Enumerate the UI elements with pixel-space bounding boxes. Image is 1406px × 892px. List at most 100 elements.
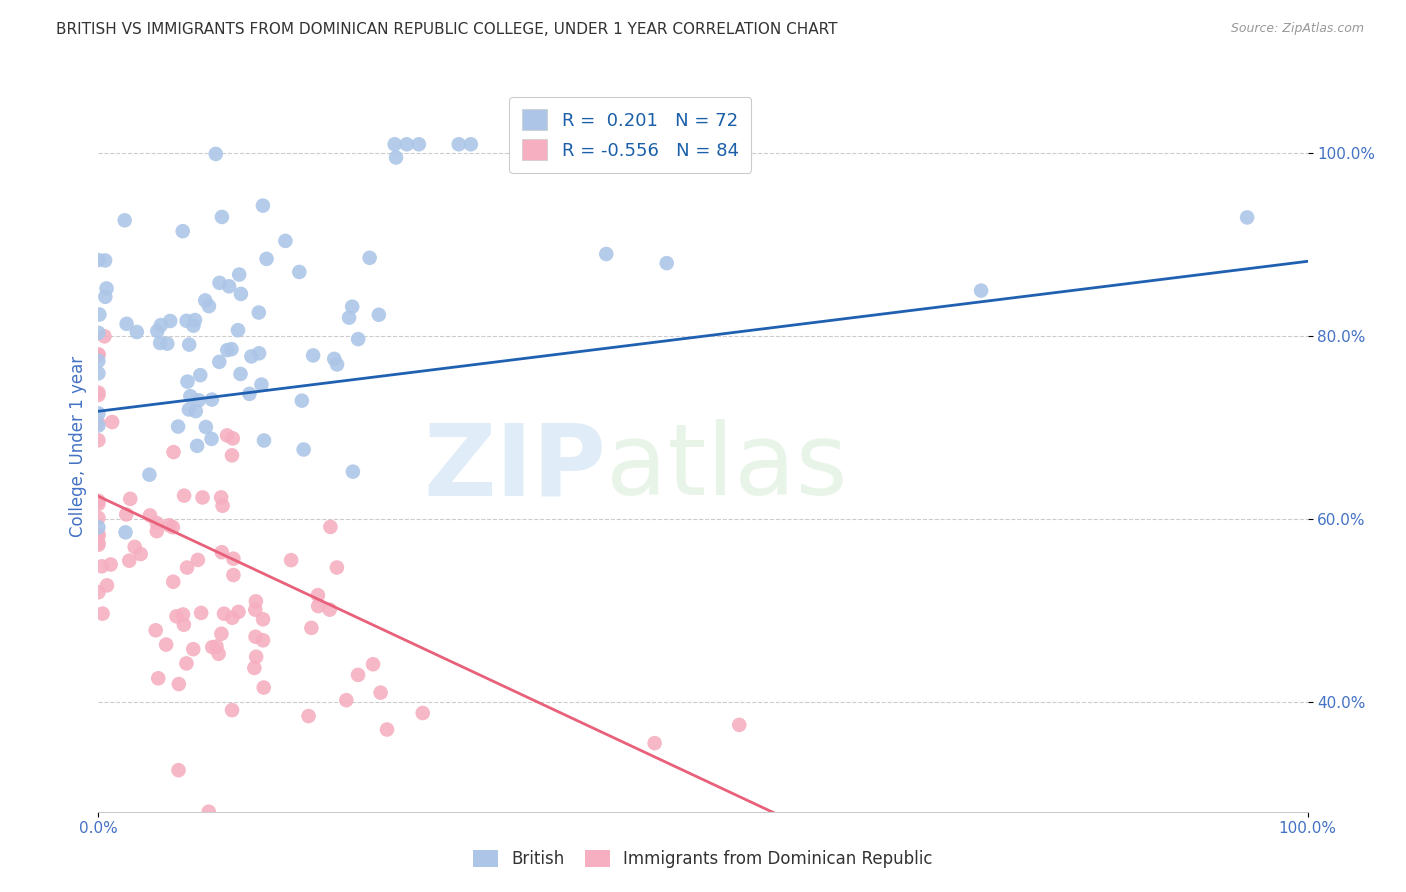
Point xyxy=(253,434,276,448)
Point xyxy=(87,326,110,340)
Point xyxy=(87,538,110,552)
Point xyxy=(209,626,232,640)
Point xyxy=(280,553,302,567)
Point xyxy=(243,661,266,675)
Point xyxy=(319,520,342,534)
Point xyxy=(347,668,370,682)
Point xyxy=(253,681,276,695)
Point xyxy=(212,607,235,621)
Point xyxy=(87,347,110,362)
Point xyxy=(115,508,138,522)
Point xyxy=(326,560,349,574)
Point xyxy=(412,706,434,720)
Point xyxy=(245,594,267,608)
Point xyxy=(292,442,315,457)
Point xyxy=(173,617,195,632)
Point xyxy=(194,293,217,308)
Point xyxy=(87,497,110,511)
Point xyxy=(240,350,263,364)
Point xyxy=(156,336,179,351)
Point xyxy=(172,607,194,622)
Point xyxy=(256,252,278,266)
Point xyxy=(87,529,110,543)
Point xyxy=(184,313,207,327)
Point xyxy=(221,703,243,717)
Point xyxy=(307,599,329,613)
Point xyxy=(148,671,170,685)
Point xyxy=(125,325,148,339)
Text: Source: ZipAtlas.com: Source: ZipAtlas.com xyxy=(1230,22,1364,36)
Point xyxy=(173,489,195,503)
Point xyxy=(138,467,160,482)
Point xyxy=(96,578,118,592)
Point xyxy=(229,367,252,381)
Point xyxy=(149,336,172,351)
Point xyxy=(385,151,408,165)
Point xyxy=(205,640,228,654)
Point xyxy=(211,545,233,559)
Point xyxy=(179,389,201,403)
Point xyxy=(149,318,172,332)
Point xyxy=(252,198,274,212)
Point xyxy=(87,494,110,508)
Point xyxy=(1236,211,1258,225)
Point xyxy=(323,351,346,366)
Point xyxy=(384,137,406,152)
Point xyxy=(218,279,240,293)
Point xyxy=(229,287,252,301)
Point xyxy=(172,224,194,238)
Point xyxy=(222,551,245,566)
Point xyxy=(194,420,217,434)
Point xyxy=(728,718,751,732)
Point xyxy=(166,609,188,624)
Point xyxy=(201,392,224,407)
Point xyxy=(215,428,238,442)
Point xyxy=(114,213,136,227)
Point xyxy=(146,516,169,530)
Point xyxy=(197,805,219,819)
Point xyxy=(375,723,398,737)
Point xyxy=(87,354,110,368)
Point xyxy=(291,393,314,408)
Point xyxy=(221,342,243,356)
Point xyxy=(221,448,243,462)
Point xyxy=(162,445,184,459)
Point xyxy=(94,290,117,304)
Point xyxy=(87,416,110,430)
Point xyxy=(299,621,322,635)
Point xyxy=(176,560,198,574)
Point xyxy=(118,554,141,568)
Point xyxy=(176,314,198,328)
Point xyxy=(342,300,364,314)
Point xyxy=(87,385,110,400)
Point xyxy=(252,633,274,648)
Point xyxy=(655,256,678,270)
Point xyxy=(159,314,181,328)
Point xyxy=(460,137,482,152)
Point xyxy=(120,491,142,506)
Point xyxy=(326,358,349,372)
Y-axis label: College, Under 1 year: College, Under 1 year xyxy=(69,355,87,537)
Point xyxy=(211,210,233,224)
Point xyxy=(359,251,381,265)
Point xyxy=(145,524,167,539)
Point xyxy=(245,630,267,644)
Point xyxy=(87,520,110,534)
Point xyxy=(221,611,243,625)
Point xyxy=(167,419,190,434)
Point xyxy=(93,329,115,343)
Point xyxy=(181,642,204,657)
Point xyxy=(204,147,226,161)
Point xyxy=(87,527,110,541)
Point xyxy=(211,499,233,513)
Point xyxy=(96,281,118,295)
Point xyxy=(408,137,430,152)
Point xyxy=(370,685,392,699)
Point xyxy=(186,439,208,453)
Point xyxy=(87,585,110,599)
Point xyxy=(155,638,177,652)
Point xyxy=(129,547,152,561)
Point xyxy=(335,693,357,707)
Point xyxy=(90,559,112,574)
Point xyxy=(226,323,249,337)
